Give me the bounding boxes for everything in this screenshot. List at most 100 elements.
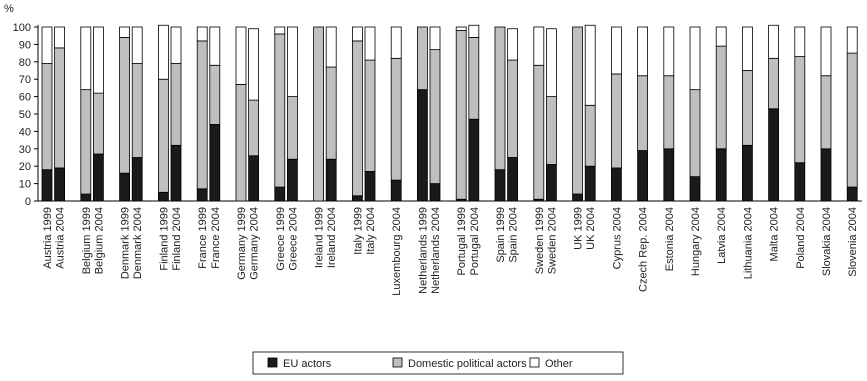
bar-segment xyxy=(429,49,441,184)
bar-segment xyxy=(248,99,260,157)
bar-segment xyxy=(455,30,467,200)
bar-segment xyxy=(742,26,753,71)
x-tick-label: Sweden 1999 xyxy=(534,207,546,274)
bar-segment xyxy=(584,24,596,106)
y-tick-label: 50 xyxy=(19,109,31,121)
bar-segment xyxy=(351,26,363,42)
bar-segment xyxy=(93,92,104,155)
x-tick-label: UK 1999 xyxy=(573,207,585,250)
bar-segment xyxy=(742,144,753,202)
bar-segment xyxy=(494,26,506,171)
x-tick-label: Austria 1999 xyxy=(42,207,54,269)
bar-segment xyxy=(637,75,648,151)
bar-segment xyxy=(611,73,622,169)
x-tick-label: France 2004 xyxy=(210,207,222,269)
bar-segment xyxy=(364,171,376,202)
bar-segment xyxy=(131,63,143,158)
bar-segment xyxy=(768,24,779,59)
bar-segment xyxy=(715,45,727,150)
y-tick-label: 0 xyxy=(25,196,31,208)
bar-segment xyxy=(325,26,337,68)
legend-swatch xyxy=(267,357,278,368)
bar-segment xyxy=(468,118,480,202)
bar-segment xyxy=(742,70,753,146)
bar-segment xyxy=(274,26,286,35)
bar-segment xyxy=(248,28,260,101)
bar-segment xyxy=(663,148,675,202)
x-tick-label: Finland 1999 xyxy=(158,207,170,271)
legend-swatch xyxy=(392,357,403,368)
bar-segment xyxy=(170,63,182,146)
y-tick-label: 10 xyxy=(19,179,31,191)
bar-segment xyxy=(325,158,337,202)
x-tick-label: France 1999 xyxy=(197,207,209,269)
y-tick-label: 80 xyxy=(19,57,31,69)
bar-segment xyxy=(637,26,648,77)
legend-swatch xyxy=(529,357,540,368)
bar-segment xyxy=(507,59,519,158)
bar-segment xyxy=(429,183,441,202)
bar-segment xyxy=(390,26,402,59)
bar-segment xyxy=(196,188,208,202)
x-tick-label: Italy 1999 xyxy=(352,207,364,255)
legend-frame xyxy=(252,351,624,375)
bar-segment xyxy=(80,26,92,91)
x-tick-label: Lithuania 2004 xyxy=(742,207,754,279)
x-tick-label: Denmark 2004 xyxy=(132,207,144,279)
bar-segment xyxy=(209,26,221,66)
bar-segment xyxy=(846,26,858,54)
bar-segment xyxy=(196,26,208,42)
x-tick-label: Germany 2004 xyxy=(249,207,261,280)
x-tick-label: Greece 1999 xyxy=(275,207,287,271)
bar-segment xyxy=(429,26,441,51)
x-tick-label: Spain 2004 xyxy=(508,207,520,263)
bar-segment xyxy=(286,26,298,97)
x-tick-label: Latvia 2004 xyxy=(716,207,728,264)
bar-segment xyxy=(689,89,701,178)
bar-segment xyxy=(209,64,221,125)
x-tick-label: Estonia 2004 xyxy=(664,207,676,271)
y-tick-label: 100 xyxy=(13,22,31,34)
bar-segment xyxy=(157,24,169,80)
bar-segment xyxy=(507,157,519,202)
bar-segment xyxy=(80,193,92,202)
y-tick-label: 20 xyxy=(19,161,31,173)
x-tick-label: Netherlands 1999 xyxy=(417,207,429,294)
bar-segment xyxy=(689,176,701,202)
bar-segment xyxy=(41,169,53,202)
bar-segment xyxy=(390,179,402,202)
bar-segment xyxy=(286,158,298,202)
x-tick-label: Greece 2004 xyxy=(287,207,299,271)
bar-segment xyxy=(196,40,208,190)
x-tick-label: Czech Rep. 2004 xyxy=(638,207,650,292)
bar-segment xyxy=(820,75,832,150)
x-tick-label: Belgium 1999 xyxy=(81,207,93,274)
bar-segment xyxy=(846,186,858,202)
y-tick-label: 30 xyxy=(19,144,31,156)
bar-segment xyxy=(131,157,143,202)
x-tick-label: Germany 1999 xyxy=(236,207,248,280)
bar-segment xyxy=(715,148,727,202)
x-tick-label: Malta 2004 xyxy=(769,207,781,261)
bar-segment xyxy=(313,26,325,202)
bar-segment xyxy=(507,28,519,61)
x-tick-label: Ireland 2004 xyxy=(326,207,338,268)
bar-segment xyxy=(80,89,92,195)
bar-segment xyxy=(351,195,363,202)
bar-segment xyxy=(274,186,286,202)
bar-segment xyxy=(41,63,53,171)
bar-segment xyxy=(820,26,832,77)
bar-segment xyxy=(584,104,596,167)
bar-segment xyxy=(54,47,65,169)
bar-segment xyxy=(546,96,557,165)
legend-label: EU actors xyxy=(283,358,332,370)
x-tick-label: UK 2004 xyxy=(585,207,597,250)
x-tick-label: Finland 2004 xyxy=(171,207,183,271)
bar-segment xyxy=(455,26,467,31)
bar-segment xyxy=(546,164,557,202)
bar-segment xyxy=(416,89,428,202)
y-tick-label: 60 xyxy=(19,92,31,104)
bar-segment xyxy=(468,24,480,38)
y-axis-label: % xyxy=(4,3,14,15)
